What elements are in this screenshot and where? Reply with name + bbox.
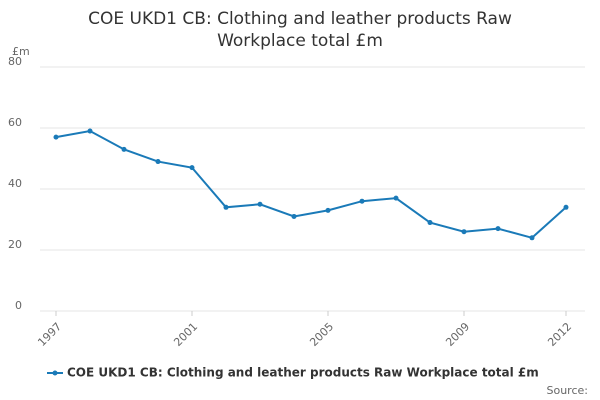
point	[393, 195, 399, 201]
point	[325, 207, 331, 213]
series-line	[55, 130, 567, 239]
point	[223, 204, 229, 210]
point	[189, 165, 195, 171]
x-tick-label: 1997	[35, 320, 64, 349]
point	[529, 235, 535, 241]
point	[427, 220, 433, 226]
y-tick-label: 80	[8, 55, 22, 68]
point	[155, 159, 161, 165]
source: Source:	[547, 384, 589, 397]
point	[257, 201, 263, 207]
x-tick-label: 2005	[307, 320, 336, 349]
y-tick-label: 20	[8, 238, 22, 251]
point	[563, 204, 569, 210]
legend-marker	[52, 370, 58, 376]
chart-title: COE UKD1 CB: Clothing and leather produc…	[88, 9, 512, 51]
point	[121, 146, 127, 152]
x-tick-label: 2001	[171, 320, 200, 349]
point	[461, 229, 467, 235]
y-tick-label: 40	[8, 177, 22, 190]
y-unit: £m	[12, 45, 30, 58]
point	[87, 128, 93, 134]
x-tick-label: 2009	[443, 320, 472, 349]
point	[359, 198, 365, 204]
x-tick-label: 2012	[545, 320, 574, 349]
point	[495, 226, 501, 232]
point	[53, 134, 59, 140]
point	[291, 213, 297, 219]
y-tick-label: 60	[8, 116, 22, 129]
legend-label: COE UKD1 CB: Clothing and leather produc…	[67, 366, 539, 380]
y-tick-label: 0	[15, 299, 22, 312]
